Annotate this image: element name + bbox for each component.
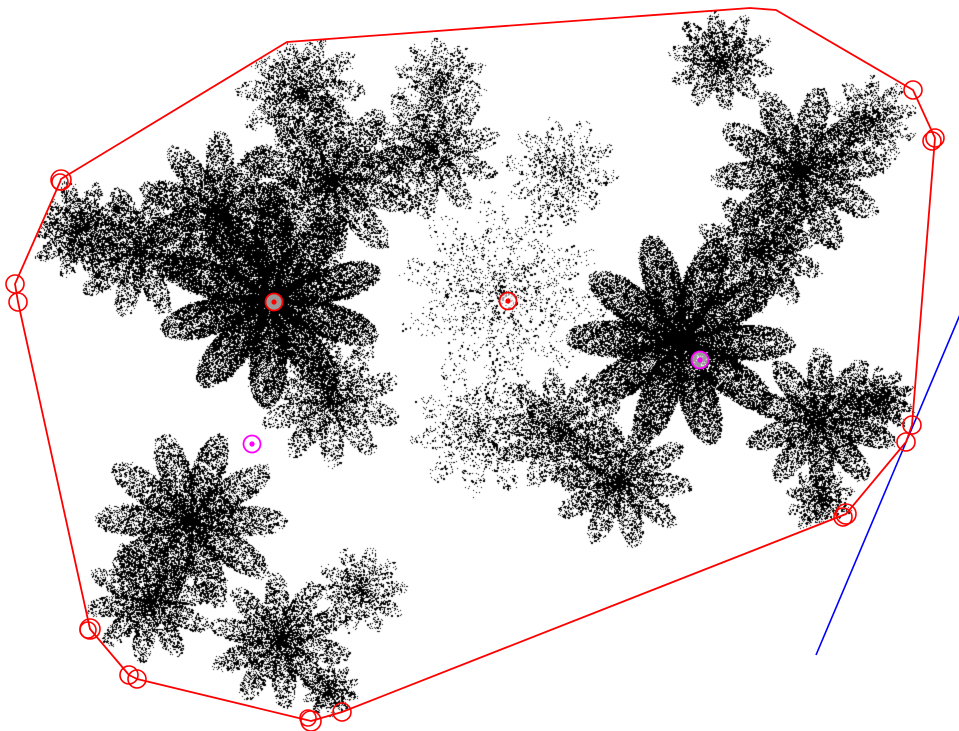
right-attractor-marker: [690, 350, 710, 370]
marker-dot: [249, 441, 255, 447]
hull-vertex-marker: [925, 128, 945, 148]
left-centroid-marker: [264, 292, 284, 312]
convex-hull-layer: [14, 7, 936, 722]
hull-vertex-marker: [79, 621, 97, 639]
hull-vertex-marker: [8, 292, 28, 312]
marker-dot: [697, 357, 703, 363]
hull-vertex-marker: [332, 702, 352, 722]
hull-vertex-marker: [833, 507, 853, 527]
hull-vertex-marker: [902, 415, 922, 435]
marker-dot: [271, 299, 277, 305]
center-marker-layer: [242, 291, 710, 454]
hull-vertex-marker: [299, 709, 317, 727]
separating-line-layer: [815, 315, 959, 656]
separating-line: [815, 315, 959, 656]
mid-centroid-marker: [498, 291, 518, 311]
hull-vertex-layer: [5, 80, 945, 731]
marker-dot: [505, 298, 511, 304]
hull-vertex-marker: [835, 503, 857, 525]
hull-vertex-marker: [127, 669, 147, 689]
convex-hull-outline: [14, 7, 936, 722]
hull-vertex-marker: [51, 173, 69, 191]
lower-attractor-marker: [242, 434, 262, 454]
hull-vertex-marker: [903, 80, 923, 100]
hull-vertex-marker: [896, 432, 916, 452]
hull-vertex-marker: [922, 131, 942, 151]
